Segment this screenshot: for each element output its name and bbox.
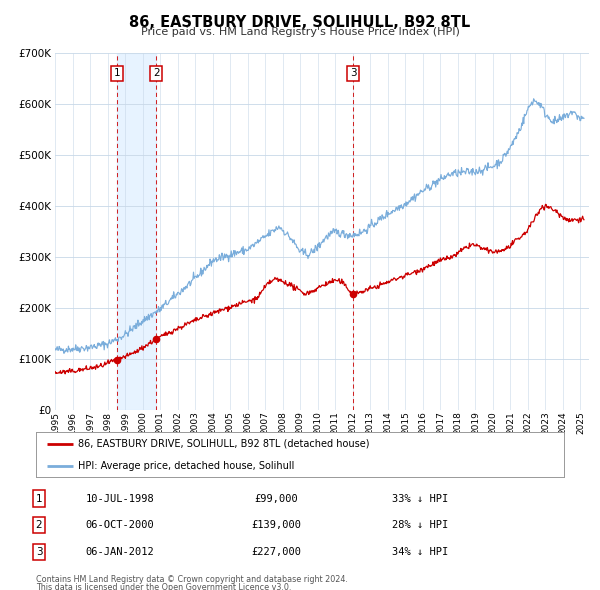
Text: £227,000: £227,000 (251, 547, 301, 556)
Text: 86, EASTBURY DRIVE, SOLIHULL, B92 8TL (detached house): 86, EASTBURY DRIVE, SOLIHULL, B92 8TL (d… (78, 439, 370, 449)
Text: 10-JUL-1998: 10-JUL-1998 (86, 494, 154, 503)
Text: This data is licensed under the Open Government Licence v3.0.: This data is licensed under the Open Gov… (36, 583, 292, 590)
Text: 2: 2 (153, 68, 160, 78)
Text: 06-OCT-2000: 06-OCT-2000 (86, 520, 154, 530)
Text: 1: 1 (113, 68, 121, 78)
Text: 06-JAN-2012: 06-JAN-2012 (86, 547, 154, 556)
Text: 86, EASTBURY DRIVE, SOLIHULL, B92 8TL: 86, EASTBURY DRIVE, SOLIHULL, B92 8TL (130, 15, 470, 30)
Text: 2: 2 (35, 520, 43, 530)
Text: 3: 3 (35, 547, 43, 556)
Text: 3: 3 (350, 68, 356, 78)
Text: 28% ↓ HPI: 28% ↓ HPI (392, 520, 448, 530)
Text: Price paid vs. HM Land Registry's House Price Index (HPI): Price paid vs. HM Land Registry's House … (140, 27, 460, 37)
Text: 34% ↓ HPI: 34% ↓ HPI (392, 547, 448, 556)
Text: HPI: Average price, detached house, Solihull: HPI: Average price, detached house, Soli… (78, 461, 295, 470)
Text: £139,000: £139,000 (251, 520, 301, 530)
Text: 33% ↓ HPI: 33% ↓ HPI (392, 494, 448, 503)
Text: £99,000: £99,000 (254, 494, 298, 503)
Text: Contains HM Land Registry data © Crown copyright and database right 2024.: Contains HM Land Registry data © Crown c… (36, 575, 348, 584)
Text: 1: 1 (35, 494, 43, 503)
Bar (117, 53, 156, 410)
